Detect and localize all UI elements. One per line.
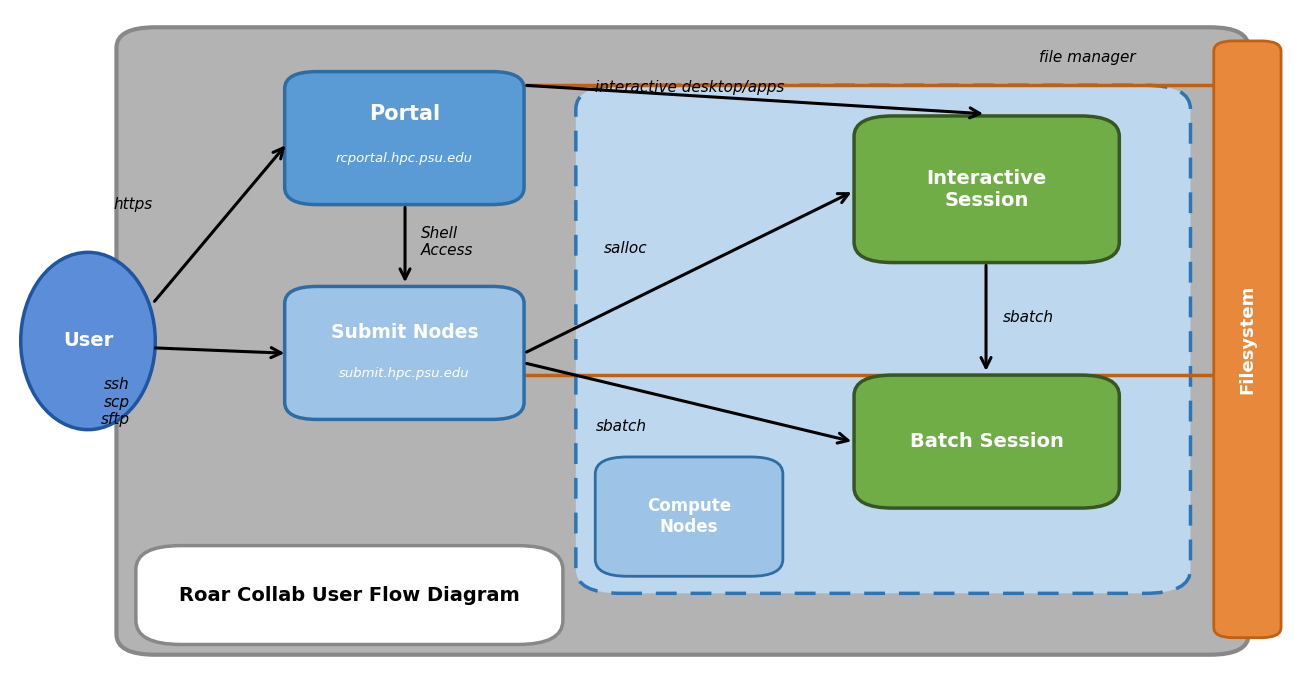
FancyBboxPatch shape [576, 85, 1190, 593]
FancyBboxPatch shape [136, 546, 563, 644]
Text: Roar Collab User Flow Diagram: Roar Collab User Flow Diagram [179, 586, 520, 604]
Text: sbatch: sbatch [1003, 310, 1053, 325]
Text: submit.hpc.psu.edu: submit.hpc.psu.edu [339, 367, 470, 380]
FancyBboxPatch shape [854, 375, 1119, 508]
Text: salloc: salloc [603, 241, 647, 256]
Text: Compute
Nodes: Compute Nodes [647, 497, 731, 536]
Text: Filesystem: Filesystem [1238, 284, 1256, 394]
Text: interactive desktop/apps: interactive desktop/apps [595, 80, 784, 95]
Text: https: https [114, 197, 153, 212]
FancyBboxPatch shape [854, 116, 1119, 263]
FancyBboxPatch shape [116, 27, 1249, 655]
FancyBboxPatch shape [595, 457, 783, 576]
Text: Batch Session: Batch Session [910, 432, 1064, 451]
Text: sbatch: sbatch [597, 419, 647, 434]
Ellipse shape [21, 252, 155, 430]
Text: rcportal.hpc.psu.edu: rcportal.hpc.psu.edu [336, 152, 472, 165]
Text: Shell
Access: Shell Access [421, 226, 474, 258]
Text: User: User [63, 331, 113, 351]
Text: Submit Nodes: Submit Nodes [330, 323, 479, 342]
Text: Interactive
Session: Interactive Session [927, 168, 1047, 210]
FancyBboxPatch shape [1214, 41, 1281, 638]
FancyBboxPatch shape [285, 72, 524, 205]
Text: ssh
scp
sftp: ssh scp sftp [101, 377, 129, 428]
FancyBboxPatch shape [285, 286, 524, 419]
Text: Portal: Portal [369, 104, 440, 124]
Text: file manager: file manager [1039, 50, 1135, 65]
